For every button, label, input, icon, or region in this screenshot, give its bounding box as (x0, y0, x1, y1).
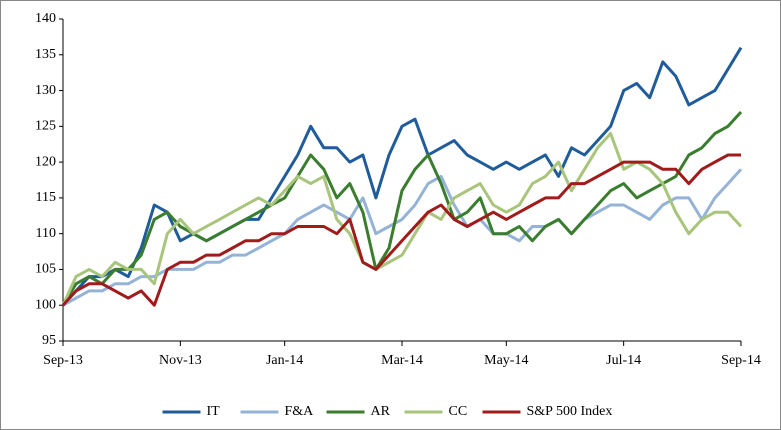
legend-label: IT (207, 404, 221, 419)
x-tick-label: Jul-14 (606, 353, 641, 368)
legend-label: AR (371, 404, 391, 419)
x-tick-label: Nov-13 (159, 353, 202, 368)
x-tick-label: Sep-14 (721, 353, 761, 368)
series-line (61, 46, 743, 307)
y-tick-label: 95 (42, 333, 56, 348)
y-tick-label: 120 (35, 154, 56, 169)
y-tick-label: 115 (36, 190, 56, 205)
series-line (61, 153, 741, 307)
x-tick-label: Sep-13 (43, 353, 83, 368)
y-tick-label: 140 (35, 11, 56, 26)
legend-label: CC (449, 404, 468, 419)
series-line (61, 132, 743, 306)
y-tick-label: 110 (36, 226, 56, 241)
y-tick-label: 100 (35, 297, 56, 312)
x-tick-label: Jan-14 (266, 353, 303, 368)
x-tick-label: Mar-14 (381, 353, 423, 368)
series-line (61, 110, 743, 306)
y-tick-label: 135 (35, 47, 56, 62)
legend-label: F&A (285, 404, 315, 419)
series-line (62, 168, 743, 307)
x-tick-label: May-14 (484, 353, 528, 368)
legend-label: S&P 500 Index (527, 404, 613, 419)
y-tick-label: 125 (35, 119, 56, 134)
y-tick-label: 130 (35, 83, 56, 98)
y-tick-label: 105 (35, 262, 56, 277)
